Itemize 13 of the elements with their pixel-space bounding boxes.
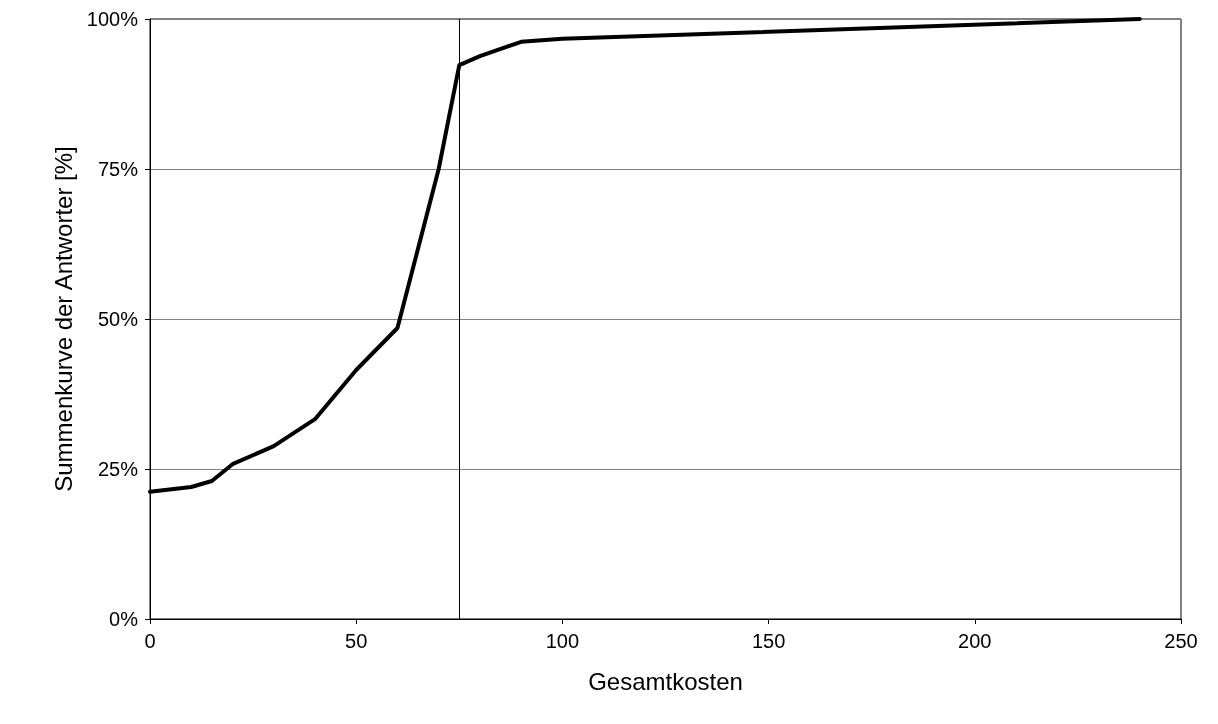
y-tick-label: 75% [97,158,139,180]
x-tick-label: 150 [751,630,786,652]
x-tick-label: 100 [545,630,580,652]
y-tick-label: 0% [109,608,139,630]
x-tick-label: 0 [144,630,156,652]
y-tick-label: 25% [97,458,139,480]
x-axis-title: Gesamtkosten [588,667,743,695]
y-tick-label: 50% [97,308,139,330]
x-tick-label: 250 [1164,630,1198,652]
x-tick-label: 200 [958,630,992,652]
x-tick-label: 50 [345,630,368,652]
y-axis-title: Summenkurve der Antworter [%] [49,146,77,492]
y-tick-label: 100% [86,8,139,30]
